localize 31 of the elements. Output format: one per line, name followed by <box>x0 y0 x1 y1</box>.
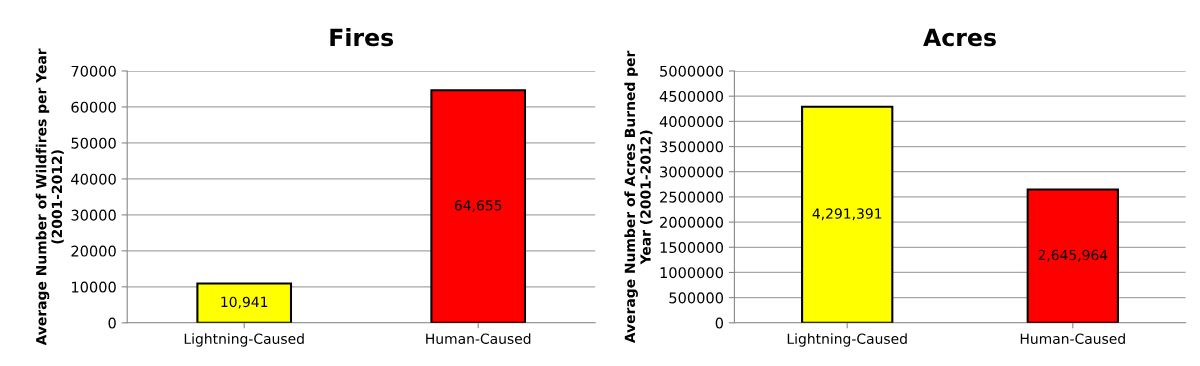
y-tick-label: 4500000 <box>659 90 724 102</box>
y-tick-label: 0 <box>715 317 724 329</box>
chart-title: Acres <box>923 28 996 47</box>
y-tick-label: 3500000 <box>660 141 724 153</box>
y-tick-label: 10000 <box>71 281 116 293</box>
y-tick-label: 2500000 <box>660 191 724 203</box>
y-tick-label: 0 <box>108 317 116 329</box>
y-axis-title: Average Number of Wildfires per Year (2001-2012) <box>35 48 64 346</box>
data-label: 2,645,964 <box>1038 249 1108 262</box>
y-tick-label: 1000000 <box>660 267 724 279</box>
y-tick-label: 40000 <box>71 173 116 185</box>
x-tick-label: Lightning-Caused <box>787 333 907 347</box>
y-tick-label: 4000000 <box>659 116 724 128</box>
y-tick-label: 2000000 <box>660 216 724 228</box>
y-tick-label: 50000 <box>71 137 116 149</box>
y-axis-title: Average Number of Acres Burned per Year (2001-2012) <box>624 50 653 344</box>
data-label: 64,655 <box>454 200 502 212</box>
x-tick-label: Human-Caused <box>426 333 531 344</box>
y-tick-label: 60000 <box>71 101 116 113</box>
y-tick-label: 20000 <box>71 245 116 257</box>
y-tick-label: 3000000 <box>660 166 724 178</box>
chart-title: Fires <box>330 28 394 47</box>
y-tick-label: 1500000 <box>660 241 724 254</box>
data-label: 10,941 <box>221 296 268 309</box>
x-tick-label: Human-Caused <box>1020 333 1125 344</box>
y-tick-label: 500000 <box>669 292 724 304</box>
x-tick-label: Lightning-Caused <box>184 333 304 347</box>
data-label: 4,291,391 <box>812 208 882 221</box>
y-tick-label: 5000000 <box>660 65 724 77</box>
y-tick-label: 70000 <box>71 65 116 77</box>
y-tick-label: 30000 <box>71 209 116 221</box>
